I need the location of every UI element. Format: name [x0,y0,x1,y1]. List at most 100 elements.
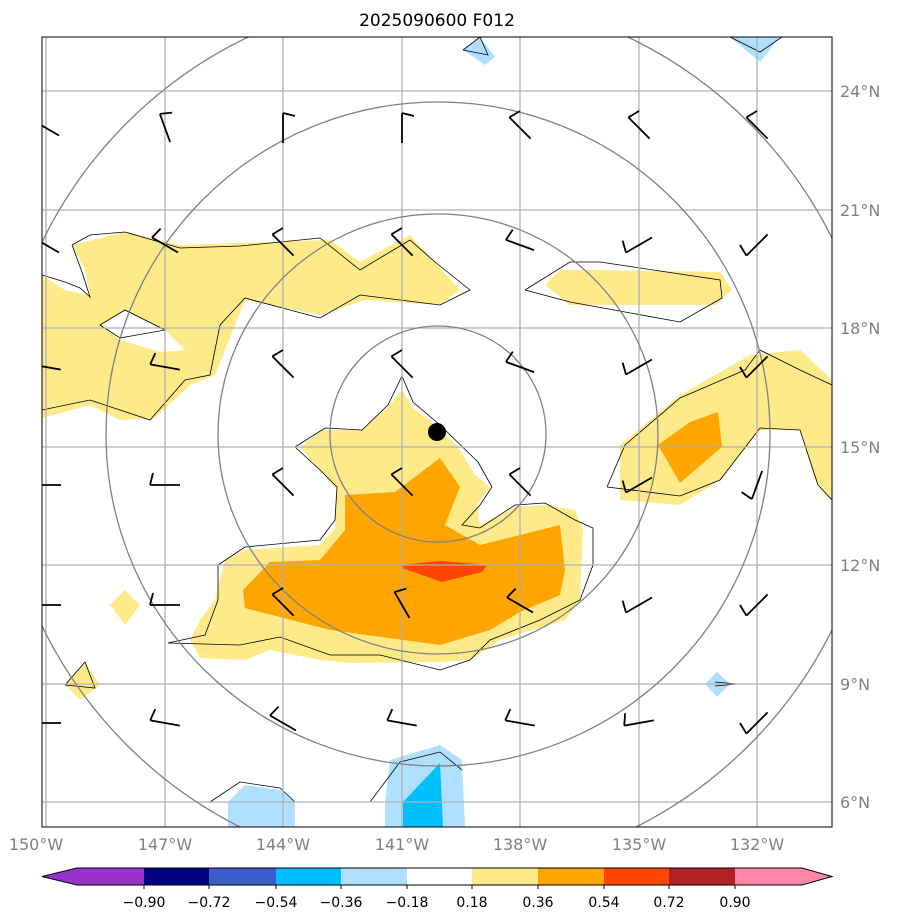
fill-yellow-west [42,232,460,420]
wind-barb [42,722,61,724]
colorbar-tick-label: −0.72 [188,895,231,911]
lat-tick-label: 12°N [840,556,880,575]
lon-tick-label: 144°W [256,835,311,854]
colorbar-tick-label: 0.54 [588,895,619,911]
lon-tick-label: 150°W [9,835,64,854]
lon-tick-label: 147°W [138,835,193,854]
wind-barb [271,349,295,379]
wind-barb [159,111,173,143]
fill-cyan-bottom [403,763,443,827]
wind-barb [623,713,654,727]
colorbar-segment [341,868,407,885]
fill-yellow-small-2 [65,662,100,700]
wind-barb [42,228,60,254]
wind-barbs [42,110,769,735]
lon-tick-label: 135°W [612,835,667,854]
fill-blue-bottom-left [228,785,295,827]
fill-red-central [400,561,487,582]
wind-barb [508,110,532,140]
wind-barb [390,467,414,497]
colorbar-segment [669,868,735,885]
wind-barb [393,587,411,619]
wind-barb [42,111,60,137]
wind-barb [621,236,653,254]
wind-barb [621,358,653,376]
wind-barb [739,355,769,379]
wind-barb [739,593,769,617]
wind-barb [271,227,295,257]
wind-barb [505,351,535,373]
colorbar-tick-label: −0.18 [386,895,429,911]
wind-barb [271,587,295,617]
colorbar-tick-label: −0.36 [320,895,363,911]
fill-white-hole [100,310,185,352]
wind-barb [621,476,653,494]
colorbar-segment [538,868,604,885]
figure-title: 2025090600 F012 [359,11,515,31]
latitude-labels: 24°N 21°N 18°N 15°N 12°N 9°N 6°N [840,82,880,812]
lon-tick-label: 132°W [730,835,785,854]
wind-barb [42,484,61,486]
range-ring-2 [217,213,659,655]
colorbar-tick-label: 0.18 [456,895,487,911]
lat-tick-label: 24°N [840,82,880,101]
wind-barb [506,587,534,614]
wind-barb [42,365,61,371]
colorbar-segment [735,868,832,885]
wind-barb [149,708,180,727]
colorbar-tick-label: 0.90 [719,895,750,911]
colorbar-segment [276,868,341,885]
lat-tick-label: 9°N [840,675,870,694]
fill-yellow-small-1 [110,590,140,625]
longitude-labels: 150°W 147°W 144°W 141°W 138°W 135°W 132°W [9,835,785,854]
wind-barb [621,596,653,614]
colorbar-segment [144,868,209,885]
wind-barb [627,110,651,140]
lat-tick-label: 21°N [840,201,880,220]
wind-barb [505,229,535,251]
range-ring-3 [105,101,771,767]
wind-barb [151,227,179,254]
wind-barb [504,708,535,727]
colorbar-tick-label: −0.90 [123,895,166,911]
colorbar: −0.90 −0.72 −0.54 −0.36 −0.18 0.18 0.36 0.54 0.7… [41,867,834,911]
colorbar-segment [407,868,472,885]
wind-barb [739,233,769,257]
colorbar-segment [42,868,144,885]
wind-barb [271,467,295,497]
wind-barb [149,472,180,486]
map-frame [41,36,833,828]
lat-tick-label: 6°N [840,793,870,812]
colorbar-segment [472,868,538,885]
wind-barb [390,227,414,257]
fill-orange-central [243,458,565,645]
wind-barb [386,708,417,727]
lon-tick-label: 141°W [375,835,430,854]
wind-barb [508,467,532,497]
wind-barb [149,592,180,606]
lon-tick-label: 138°W [493,835,548,854]
colorbar-tick-label: 0.72 [653,895,684,911]
wind-barb [741,470,763,500]
range-rings [42,37,832,827]
storm-center-marker [428,423,446,441]
range-ring-1 [329,325,547,543]
map-area [42,37,832,827]
lat-tick-label: 18°N [840,319,880,338]
colorbar-tick-label: 0.36 [522,895,553,911]
wind-barb [282,112,296,143]
colorbar-segment [209,868,276,885]
colorbar-tick-label: −0.54 [255,895,298,911]
wind-barb [149,352,180,371]
wind-barb [739,711,769,735]
fill-yellow-east [620,350,832,505]
wind-barb [390,349,414,379]
wind-barb [745,110,769,140]
wind-barb [269,705,297,732]
gridlines [42,37,832,827]
lat-tick-label: 15°N [840,438,880,457]
colorbar-segment [604,868,669,885]
wind-barb [401,112,415,143]
wind-barb [42,604,61,606]
